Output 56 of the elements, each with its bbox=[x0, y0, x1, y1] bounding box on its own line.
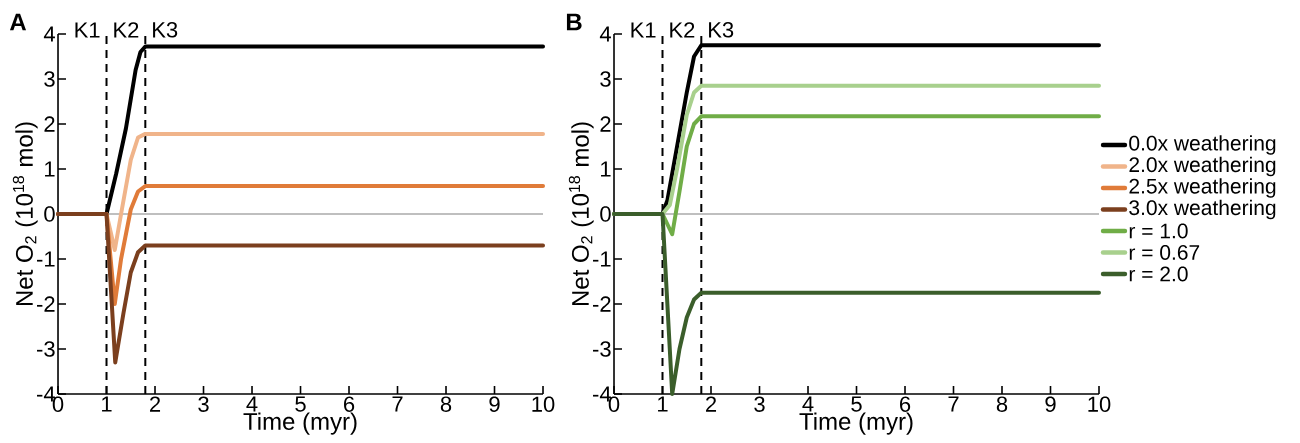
y-tick-label: 3 bbox=[44, 71, 55, 87]
y-tick-label: -1 bbox=[593, 251, 611, 267]
annotation: K1 bbox=[631, 22, 656, 38]
x-tick-label: 4 bbox=[246, 396, 258, 412]
y-tick-label: -3 bbox=[593, 341, 611, 357]
chart-title: A bbox=[9, 13, 27, 31]
x-tick-label: 8 bbox=[996, 396, 1008, 412]
legend-label: 0.0x weathering bbox=[1129, 135, 1276, 155]
y-tick-label: 2 bbox=[600, 116, 611, 132]
annotation: K2 bbox=[670, 22, 695, 38]
x-tick-label: 1 bbox=[658, 396, 668, 412]
x-tick-label: 3 bbox=[754, 396, 765, 412]
legend-label: 2.5x weathering bbox=[1129, 178, 1276, 198]
y-tick-label: -2 bbox=[37, 296, 55, 312]
y-tick-label: 4 bbox=[599, 26, 611, 42]
x-tick-label: 7 bbox=[392, 396, 403, 412]
x-tick-label: 2 bbox=[150, 396, 161, 412]
annotation: K2 bbox=[114, 22, 139, 38]
x-axis-title: Time (myr) bbox=[243, 412, 357, 435]
y-tick-label: -1 bbox=[37, 251, 55, 267]
y-tick-label: -2 bbox=[593, 296, 611, 312]
y-tick-label: 1 bbox=[601, 161, 611, 177]
x-tick-label: 7 bbox=[948, 396, 959, 412]
x-tick-label: 3 bbox=[198, 396, 209, 412]
y-tick-label: 1 bbox=[45, 161, 55, 177]
annotation: K1 bbox=[75, 22, 100, 38]
legend-label: r = 1.0 bbox=[1129, 223, 1188, 239]
y-axis-title: Net O$_{2}$ (10$^{18}$ mol) bbox=[12, 122, 38, 306]
x-tick-label: 1 bbox=[102, 396, 112, 412]
y-axis-title: Net O$_{2}$ (10$^{18}$ mol) bbox=[568, 122, 594, 306]
chart-title: B bbox=[566, 13, 582, 31]
x-tick-label: 4 bbox=[802, 396, 814, 412]
y-tick-label: 0 bbox=[44, 206, 55, 222]
x-tick-label: 5 bbox=[295, 396, 306, 412]
x-tick-label: 2 bbox=[705, 396, 717, 412]
x-axis-title: Time (myr) bbox=[799, 412, 913, 435]
x-tick-label: 9 bbox=[1045, 396, 1056, 412]
legend-label: 2.0x weathering bbox=[1129, 156, 1276, 177]
y-tick-label: 3 bbox=[600, 71, 611, 87]
y-tick-label: 0 bbox=[600, 206, 611, 222]
x-tick-label: 6 bbox=[344, 396, 355, 412]
x-tick-label: 9 bbox=[489, 396, 500, 412]
legend-label: r = 0.67 bbox=[1129, 245, 1200, 260]
y-tick-label: 4 bbox=[43, 26, 55, 42]
x-tick-label: 5 bbox=[851, 396, 862, 412]
legend-label: r = 2.0 bbox=[1129, 266, 1188, 282]
y-tick-label: 2 bbox=[44, 116, 55, 132]
y-tick-label: -3 bbox=[37, 341, 55, 357]
x-tick-label: 10 bbox=[1088, 396, 1111, 412]
legend-label: 3.0x weathering bbox=[1129, 199, 1276, 220]
x-tick-label: 6 bbox=[900, 396, 911, 412]
annotation: K3 bbox=[153, 22, 178, 38]
line-series bbox=[56, 212, 546, 365]
x-tick-label: 8 bbox=[440, 396, 452, 412]
annotation: K3 bbox=[709, 22, 734, 38]
x-tick-label: 10 bbox=[532, 396, 555, 412]
